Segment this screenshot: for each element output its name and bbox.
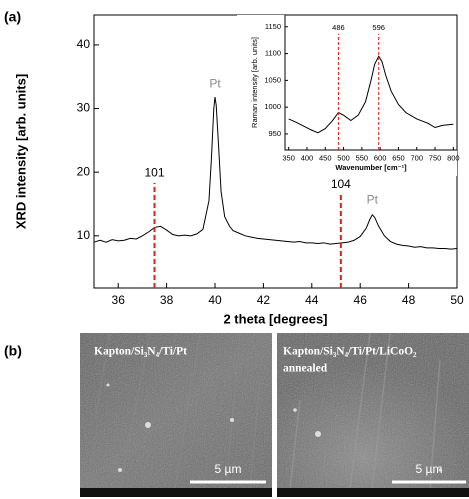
x-tick-label: 600 bbox=[374, 154, 387, 163]
image-caption: Kapton/Si₃N₄/Ti/Pt bbox=[94, 346, 187, 358]
image-caption: Kapton/Si₃N₄/Ti/Pt/LiCoO₂ bbox=[283, 346, 417, 358]
y-axis-label: Raman intensity [arb. units] bbox=[250, 37, 259, 128]
peak-label: Pt bbox=[209, 77, 221, 91]
panel-label: (a) bbox=[4, 9, 21, 25]
y-tick-label: 1050 bbox=[264, 75, 281, 84]
y-tick-label: 1100 bbox=[265, 49, 281, 58]
reference-label: 104 bbox=[331, 177, 351, 191]
x-tick-label: 400 bbox=[301, 154, 314, 163]
x-tick-label: 42 bbox=[257, 293, 271, 307]
reference-label: 596 bbox=[372, 23, 385, 32]
scale-bar-label: 5 µm bbox=[215, 462, 242, 476]
peak-label: Pt bbox=[367, 192, 379, 206]
y-axis-label: XRD intensity [arb. units] bbox=[13, 74, 28, 229]
x-tick-label: 44 bbox=[305, 293, 319, 307]
scale-bar-label: 5 µm bbox=[416, 462, 443, 476]
chart: 350 400 450 500 550 600 650 700 750 800 950 1000 105… bbox=[237, 14, 460, 176]
reference-label: 101 bbox=[144, 166, 164, 180]
inset-background bbox=[237, 15, 457, 176]
x-tick-label: 40 bbox=[208, 293, 222, 307]
reference-label: 486 bbox=[332, 23, 345, 32]
sem-image bbox=[80, 332, 272, 497]
x-tick-label: 700 bbox=[410, 154, 423, 163]
x-tick-label: 50 bbox=[450, 293, 464, 307]
x-tick-label: 350 bbox=[282, 154, 295, 163]
x-tick-label: 450 bbox=[319, 154, 332, 163]
x-axis-label: 2 theta [degrees] bbox=[223, 311, 327, 326]
y-tick-label: 10 bbox=[77, 228, 91, 242]
y-tick-label: 20 bbox=[77, 164, 91, 178]
y-tick-label: 30 bbox=[77, 101, 91, 115]
x-tick-label: 36 bbox=[112, 293, 126, 307]
y-tick-label: 1150 bbox=[265, 22, 281, 31]
y-tick-label: 1000 bbox=[264, 102, 281, 111]
x-tick-label: 46 bbox=[354, 293, 368, 307]
data-line bbox=[93, 97, 458, 250]
y-tick-label: 40 bbox=[77, 37, 91, 51]
x-tick-label: 650 bbox=[392, 154, 405, 163]
x-tick-label: 500 bbox=[337, 154, 350, 163]
sem-image bbox=[277, 332, 469, 497]
x-tick-label: 750 bbox=[429, 154, 442, 163]
x-tick-label: 48 bbox=[402, 293, 416, 307]
x-tick-label: 38 bbox=[160, 293, 174, 307]
x-axis-label: Wavenumber [cm⁻¹] bbox=[335, 163, 407, 172]
plot-frame bbox=[284, 14, 458, 151]
image-caption: annealed bbox=[283, 363, 328, 375]
panel-label: (b) bbox=[4, 343, 22, 359]
x-tick-label: 550 bbox=[356, 154, 369, 163]
data-line bbox=[288, 55, 454, 134]
x-tick-label: 800 bbox=[447, 154, 460, 163]
y-tick-label: 950 bbox=[268, 129, 281, 138]
